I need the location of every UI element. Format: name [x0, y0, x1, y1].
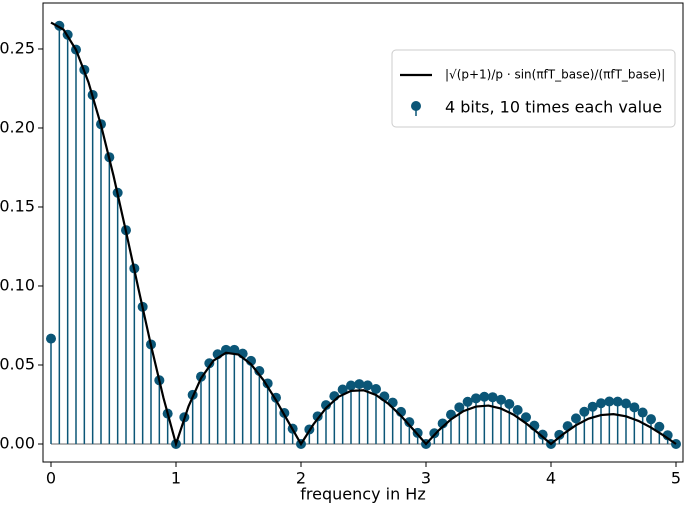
stem-marker — [637, 407, 648, 418]
x-tick-label: 0 — [46, 469, 56, 488]
stem-marker — [462, 396, 473, 407]
y-tick-label: 0.10 — [0, 275, 35, 294]
stem-marker — [387, 397, 398, 408]
stem-marker — [404, 417, 415, 428]
stem-marker — [537, 429, 548, 440]
stem-marker — [346, 380, 356, 391]
stem-marker — [479, 391, 490, 402]
stem-marker — [587, 401, 598, 412]
stem-marker — [504, 399, 515, 410]
x-tick-label: 5 — [671, 469, 681, 488]
stem-marker — [371, 384, 381, 395]
stem-marker — [354, 379, 365, 390]
x-tick-label: 2 — [296, 469, 306, 488]
stem-marker — [471, 393, 481, 404]
stem-marker — [646, 414, 656, 425]
x-tick-label: 4 — [546, 469, 556, 488]
legend-box — [391, 49, 676, 128]
x-tick-label: 3 — [421, 469, 431, 488]
legend-label: 4 bits, 10 times each value — [445, 98, 662, 117]
y-tick-label: 0.00 — [0, 433, 35, 452]
stem-marker — [204, 358, 215, 369]
plot-frame — [42, 2, 684, 463]
stem-marker — [312, 411, 323, 422]
stem-marker — [487, 392, 498, 403]
y-tick-label: 0.20 — [0, 117, 35, 136]
stem-marker — [521, 412, 531, 423]
legend-label: |√(p+1)/p · sin(πfT_base)/(πfT_base)| — [445, 68, 665, 82]
stem-marker — [254, 365, 265, 376]
stem-marker — [554, 429, 565, 440]
y-tick-label: 0.25 — [0, 38, 35, 57]
stem-marker — [46, 333, 56, 344]
stem-marker — [571, 413, 581, 424]
stem-marker — [454, 402, 465, 413]
line — [50, 21, 677, 448]
y-tick-label: 0.05 — [0, 354, 35, 373]
stem-marker — [337, 384, 348, 395]
stem-marker — [496, 394, 506, 405]
stem-marker — [612, 396, 623, 407]
stem-marker — [321, 400, 331, 411]
stem-marker — [579, 406, 590, 417]
stem-marker — [621, 398, 631, 409]
stem-marker — [629, 402, 640, 413]
legend-marker — [411, 101, 421, 111]
stem-marker — [362, 380, 373, 391]
stem-marker — [604, 396, 615, 407]
y-tick-label: 0.15 — [0, 196, 35, 215]
stem-marker — [596, 398, 606, 409]
stem-marker — [654, 421, 665, 432]
stem-marker — [512, 405, 523, 416]
x-axis-label: frequency in Hz — [300, 485, 425, 504]
x-tick-label: 1 — [171, 469, 181, 488]
stem-marker — [229, 344, 240, 355]
